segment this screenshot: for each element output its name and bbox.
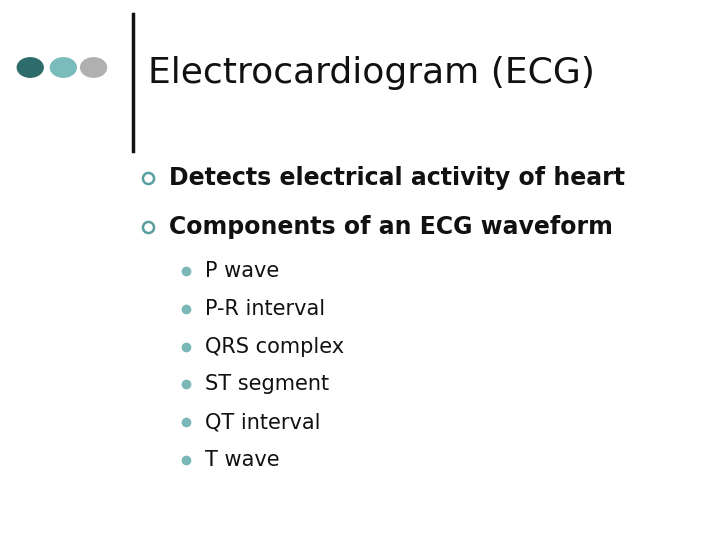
Text: P wave: P wave <box>205 261 279 281</box>
Text: Components of an ECG waveform: Components of an ECG waveform <box>169 215 613 239</box>
Text: Electrocardiogram (ECG): Electrocardiogram (ECG) <box>148 56 595 90</box>
Circle shape <box>81 58 107 77</box>
Text: QRS complex: QRS complex <box>205 336 344 357</box>
Text: QT interval: QT interval <box>205 412 320 433</box>
Text: ST segment: ST segment <box>205 374 329 395</box>
Text: P-R interval: P-R interval <box>205 299 325 319</box>
Circle shape <box>50 58 76 77</box>
Circle shape <box>17 58 43 77</box>
Text: Detects electrical activity of heart: Detects electrical activity of heart <box>169 166 625 190</box>
Text: T wave: T wave <box>205 450 280 470</box>
